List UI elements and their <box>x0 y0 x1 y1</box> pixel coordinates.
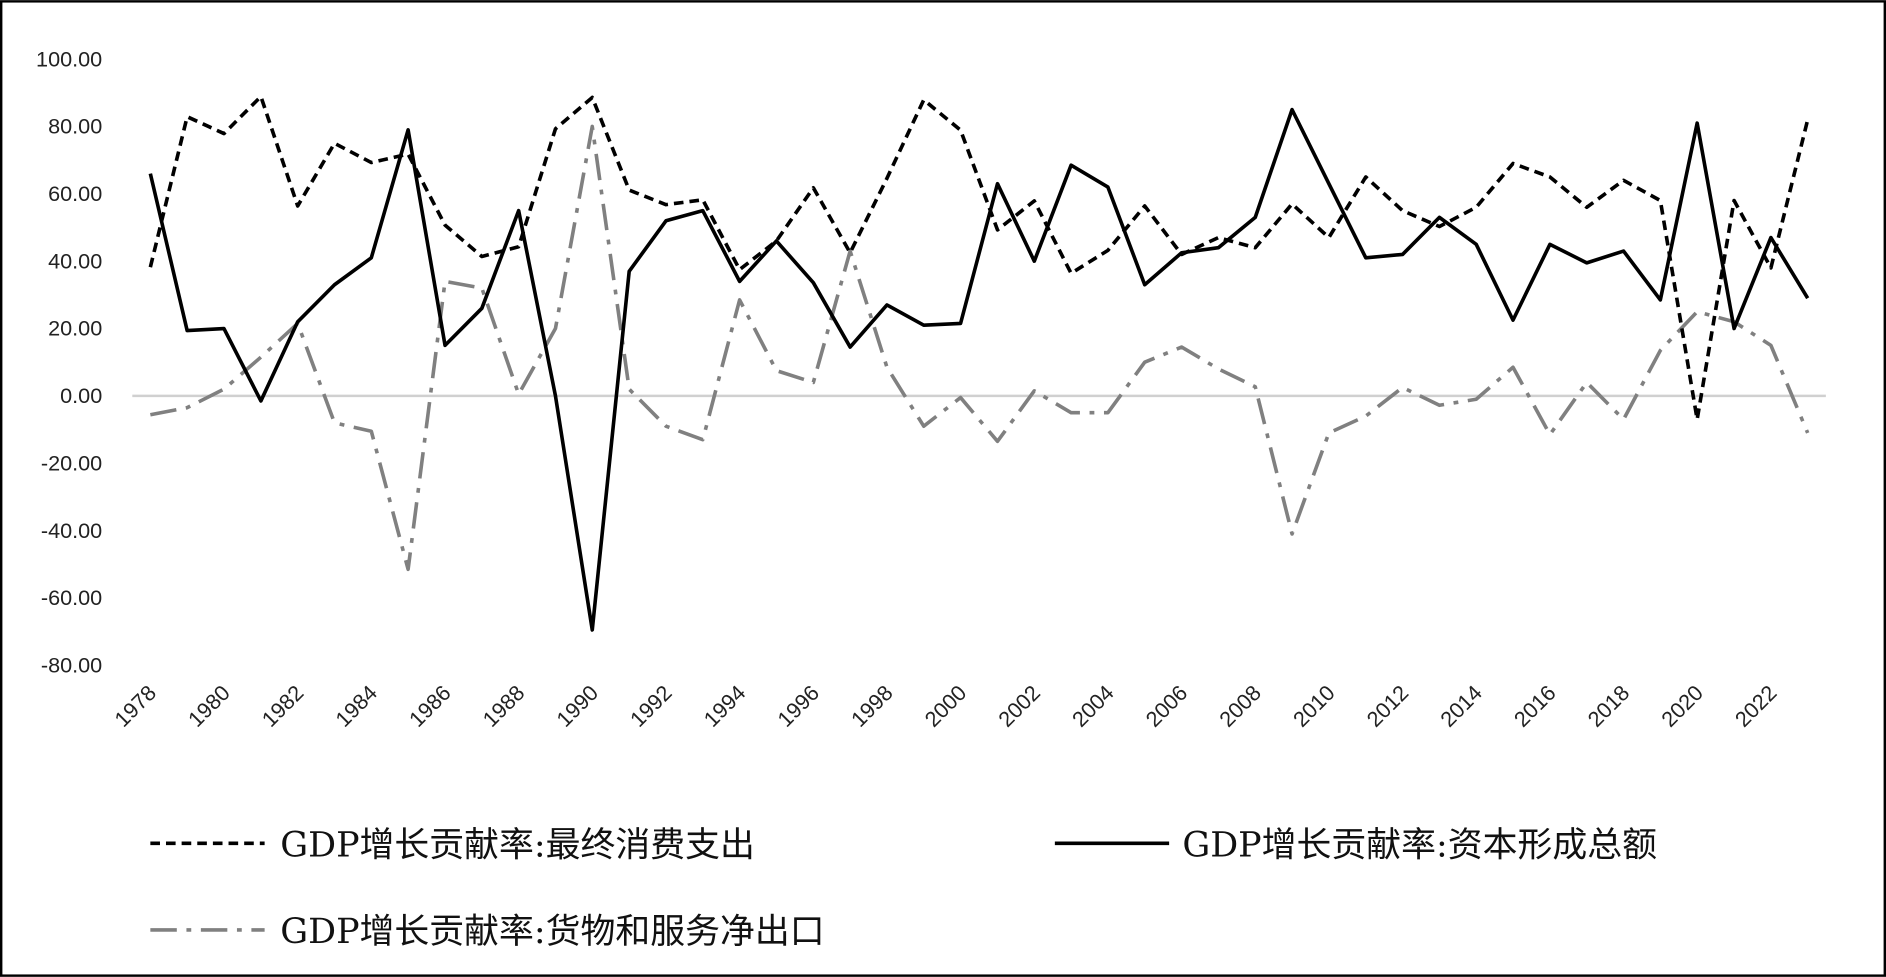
legend-label: GDP增长贡献率:最终消费支出 <box>280 826 755 866</box>
y-tick-label: 80.00 <box>48 114 102 139</box>
y-tick-label: 100.00 <box>36 46 102 71</box>
y-axis-ticks: 100.00 80.00 60.00 40.00 20.00 0.00 -20.00 -40.… <box>36 46 102 677</box>
series-line-dashed <box>148 94 1810 422</box>
series-lines <box>148 94 1810 632</box>
legend-label: GDP增长贡献率:资本形成总额 <box>1182 826 1657 866</box>
y-tick-label: -40.00 <box>41 518 102 543</box>
legend-item-net-export[interactable]: GDP增长贡献率:货物和服务净出口 <box>150 912 825 952</box>
y-tick-label: -20.00 <box>41 450 102 475</box>
y-tick-label: -60.00 <box>41 585 102 610</box>
y-tick-label: 60.00 <box>48 181 102 206</box>
series-line-dashdot <box>150 124 1810 572</box>
y-tick-label: 20.00 <box>48 316 102 341</box>
legend-item-capital[interactable]: GDP增长贡献率:资本形成总额 <box>1054 826 1657 866</box>
y-tick-label: 0.00 <box>60 383 102 408</box>
legend-label: GDP增长贡献率:货物和服务净出口 <box>280 912 824 952</box>
y-tick-label: -80.00 <box>41 653 102 678</box>
legend-item-consumption[interactable]: GDP增长贡献率:最终消费支出 <box>150 826 755 866</box>
y-tick-label: 40.00 <box>48 248 102 273</box>
legend: GDP增长贡献率:最终消费支出 GDP增长贡献率:资本形成总额 GDP增长贡献率… <box>150 826 1657 952</box>
series-line-solid <box>148 107 1810 632</box>
